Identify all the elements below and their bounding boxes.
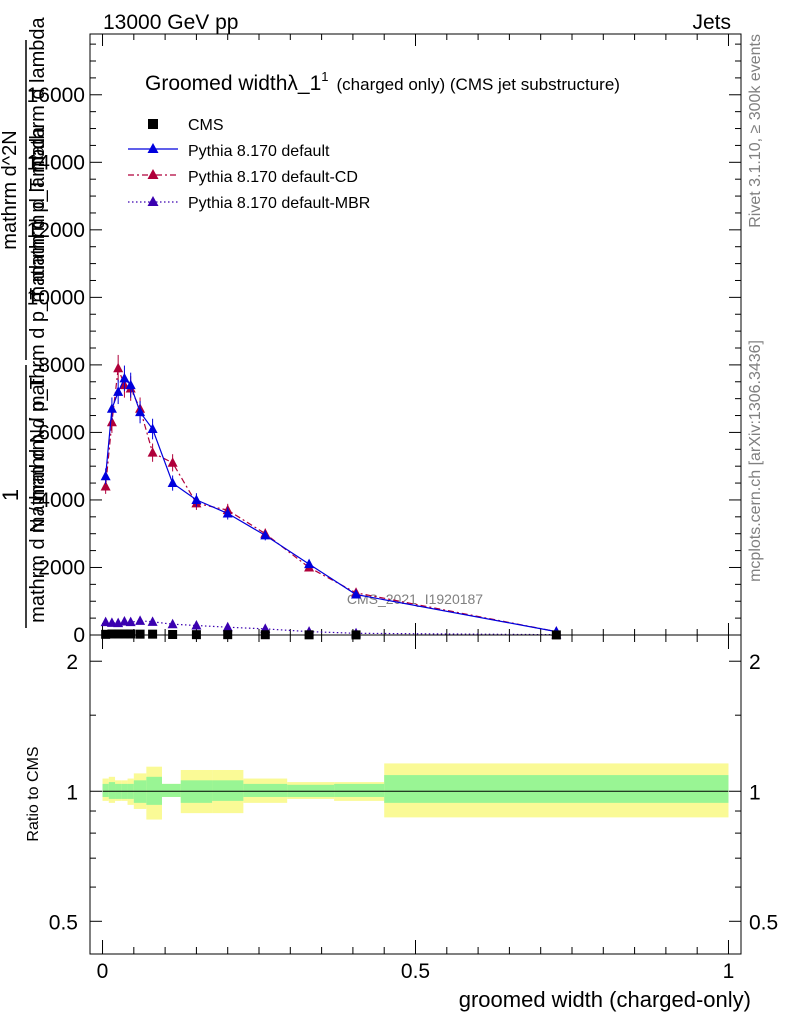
main-plot-panel: 0 2000 4000 6000 8000 10000 12000 14000 16000 CM… <box>0 16 742 647</box>
ratio-band-green <box>212 780 244 801</box>
y-tick-label: 6000 <box>38 421 85 444</box>
data-point-pythia-cd <box>100 480 111 491</box>
y-tick-label: 8000 <box>38 354 85 377</box>
x-axis-label: groomed width (charged-only) <box>459 987 751 1012</box>
legend-cms-label: CMS <box>188 117 224 134</box>
data-point-cms <box>101 629 111 639</box>
data-point-pythia-mbr <box>147 616 158 626</box>
header-left: 13000 GeV pp <box>103 11 238 34</box>
legend-pythia-cd-marker <box>147 169 159 179</box>
data-point-pythia-cd <box>113 362 124 373</box>
data-point-pythia-default <box>222 507 233 518</box>
series-pythia-default <box>100 365 562 636</box>
legend-pythia-default-marker <box>147 143 159 153</box>
data-point-pythia-default <box>191 494 202 504</box>
x-tick-label: 0 <box>97 960 109 983</box>
header-right: Jets <box>692 11 731 34</box>
mcplots-label: mcplots.cern.ch [arXiv:1306.3436] <box>747 340 764 582</box>
data-point-pythia-mbr <box>125 616 136 627</box>
data-point-pythia-default <box>351 588 362 599</box>
data-point-cms <box>113 629 123 639</box>
y-axis-label-line-3: mathrm d N / mathrm d p_T <box>27 377 49 623</box>
data-point-cms <box>168 629 178 639</box>
data-point-pythia-mbr <box>119 615 130 626</box>
legend: CMS Pythia 8.170 default Pythia 8.170 de… <box>128 117 370 212</box>
data-point-cms <box>148 629 158 639</box>
data-point-pythia-mbr <box>106 617 117 627</box>
y-tick-label: 12000 <box>27 219 85 242</box>
data-point-pythia-mbr <box>191 620 202 630</box>
y-tick-label: 2000 <box>38 556 85 579</box>
y-axis-label: mathrm d N / mathrm d p_T mathrm d lambd… <box>0 16 49 628</box>
series-cms <box>101 629 561 640</box>
data-point-pythia-default <box>100 470 111 481</box>
data-point-pythia-mbr <box>167 618 178 629</box>
legend-entry-cms: CMS <box>148 117 224 134</box>
series-pythia-cd <box>100 354 562 636</box>
legend-entry-pythia-mbr: Pythia 8.170 default-MBR <box>128 195 370 212</box>
data-point-cms <box>119 629 129 639</box>
data-point-pythia-default <box>106 403 117 413</box>
y-axis-label-line-5: mathrm d p_T mathrm d lambda <box>27 16 49 302</box>
y-tick-label: 0 <box>73 624 85 647</box>
ratio-y-tick-label-right: 0.5 <box>749 911 778 934</box>
data-point-cms <box>135 629 145 639</box>
legend-pythia-mbr-marker <box>147 196 159 206</box>
legend-cms-marker <box>148 119 158 129</box>
ratio-y-tick-label-left: 1 <box>66 781 78 804</box>
y-axis-label-line-1: mathrm d N / mathrm d p_T mathrm d lambd… <box>27 126 49 533</box>
data-point-pythia-cd <box>147 447 158 457</box>
plot-title: Groomed widthλ_11 (charged only) (CMS jet… <box>145 69 620 95</box>
ratio-band-green <box>161 783 181 797</box>
data-point-pythia-default <box>135 406 146 417</box>
x-tick-label: 0.5 <box>401 960 430 983</box>
y-tick-label: 16000 <box>27 84 85 107</box>
data-point-pythia-default <box>147 423 158 434</box>
ratio-y-tick-label-right: 2 <box>749 651 761 674</box>
data-point-pythia-cd <box>167 457 178 467</box>
data-point-pythia-mbr <box>100 616 111 627</box>
ratio-band-green <box>108 782 116 799</box>
legend-pythia-mbr-label: Pythia 8.170 default-MBR <box>188 195 370 212</box>
ratio-band-green <box>102 783 109 797</box>
data-point-pythia-cd <box>106 416 117 427</box>
ratio-y-tick-label-left: 0.5 <box>49 911 78 934</box>
ratio-y-tick-label-left: 2 <box>66 651 78 674</box>
data-point-pythia-mbr <box>222 621 233 632</box>
data-point-pythia-default <box>304 558 315 569</box>
ratio-y-axis-label: Ratio to CMS <box>25 746 42 841</box>
y-axis-label-line-4: mathrm d^2N <box>0 130 21 249</box>
legend-entry-pythia-default: Pythia 8.170 default <box>128 143 330 160</box>
y-tick-label: 14000 <box>27 151 85 174</box>
series-line-pythia-mbr <box>105 620 557 636</box>
y-tick-label: 4000 <box>38 489 85 512</box>
data-point-pythia-default <box>113 386 124 396</box>
watermark: CMS_2021_I1920187 <box>347 591 483 607</box>
series-line-pythia-default <box>105 377 557 633</box>
y-axis-label-line-2: 1 <box>0 489 23 501</box>
x-tick-label: 1 <box>723 960 735 983</box>
legend-pythia-default-label: Pythia 8.170 default <box>188 143 330 160</box>
ratio-band-green <box>243 783 288 797</box>
y-tick-label: 10000 <box>27 286 85 309</box>
ratio-band-green <box>334 783 385 797</box>
legend-entry-pythia-cd: Pythia 8.170 default-CD <box>128 169 358 186</box>
ratio-y-tick-label-right: 1 <box>749 781 761 804</box>
data-point-pythia-mbr <box>135 615 146 625</box>
data-point-pythia-default <box>167 477 178 488</box>
ratio-plot-panel: 0.5 0.5 1 1 2 2 0 0.5 1 Ratio to CMS groomed wi… <box>25 634 778 1012</box>
series-line-pythia-cd <box>105 368 557 633</box>
ratio-band-green <box>384 775 729 803</box>
legend-pythia-cd-label: Pythia 8.170 default-CD <box>188 169 358 186</box>
data-point-pythia-default <box>125 379 136 390</box>
data-point-pythia-default <box>119 372 130 383</box>
data-point-cms <box>107 629 117 639</box>
rivet-label: Rivet 3.1.10, ≥ 300k events <box>747 34 764 228</box>
data-point-cms <box>126 629 136 639</box>
data-point-pythia-default <box>260 529 271 540</box>
